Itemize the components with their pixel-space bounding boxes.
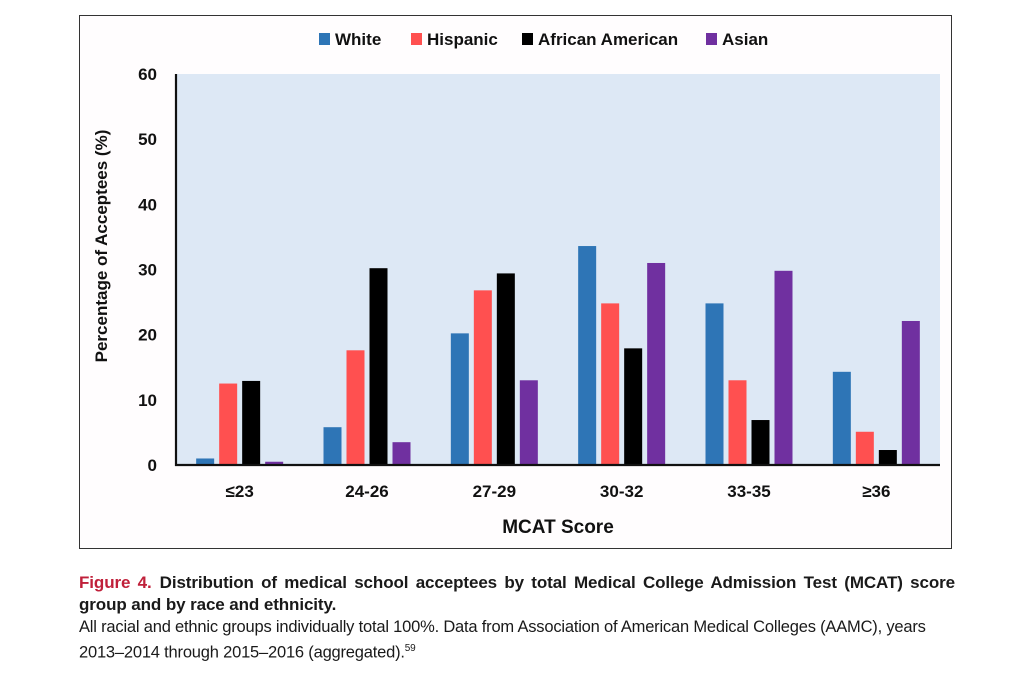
bar-hispanic: [473, 290, 492, 465]
bar-asian: [647, 262, 666, 465]
bar-white: [578, 246, 597, 465]
legend-swatch: [522, 33, 533, 45]
bars: [196, 246, 920, 465]
x-tick-label: ≤23: [226, 482, 254, 501]
bar-hispanic: [601, 303, 620, 465]
legend-label: Hispanic: [427, 30, 498, 49]
bar-hispanic: [346, 350, 365, 465]
y-axis-ticks: 0 10 20 30 40 50 60: [138, 65, 157, 475]
x-tick-label: 33-35: [727, 482, 770, 501]
x-tick-label: 27-29: [473, 482, 516, 501]
caption-title-block: Figure 4. Distribution of medical school …: [79, 572, 955, 616]
y-tick-label: 60: [138, 65, 157, 84]
x-tick-label: 30-32: [600, 482, 643, 501]
bar-african-american: [242, 380, 261, 465]
caption-reference: 59: [404, 643, 416, 654]
y-tick-label: 50: [138, 130, 157, 149]
legend-item: African American: [522, 30, 678, 49]
bar-african-american: [496, 273, 515, 465]
caption-body-block: All racial and ethnic groups individuall…: [79, 616, 955, 664]
legend-label: White: [335, 30, 381, 49]
caption-body: All racial and ethnic groups individuall…: [79, 618, 926, 662]
y-tick-label: 0: [148, 456, 157, 475]
bar-white: [705, 303, 724, 465]
legend-item: Hispanic: [411, 30, 498, 49]
bar-asian: [519, 380, 538, 465]
x-tick-label: 24-26: [345, 482, 388, 501]
bar-hispanic: [855, 431, 874, 465]
y-tick-label: 30: [138, 261, 157, 280]
bar-white: [832, 371, 851, 465]
x-axis-label: MCAT Score: [502, 517, 614, 538]
bar-african-american: [624, 348, 643, 465]
bar-asian: [265, 461, 284, 465]
bar-hispanic: [728, 380, 747, 465]
y-tick-label: 20: [138, 326, 157, 345]
legend-swatch: [411, 33, 422, 45]
bar-white: [450, 333, 469, 465]
y-tick-label: 10: [138, 391, 157, 410]
legend-swatch: [706, 33, 717, 45]
legend-label: Asian: [722, 30, 768, 49]
legend-item: White: [319, 30, 381, 49]
caption-title: Distribution of medical school acceptees…: [79, 573, 955, 614]
bar-african-american: [751, 420, 770, 465]
bar-african-american: [878, 450, 897, 465]
y-axis-label: Percentage of Acceptees (%): [92, 130, 111, 363]
bar-african-american: [369, 268, 388, 465]
bar-chart: White Hispanic African American Asian 0 10 20…: [92, 30, 940, 538]
x-axis-ticks: ≤23 24-26 27-29 30-32 33-35 ≥36: [226, 482, 891, 501]
legend-label: African American: [538, 30, 678, 49]
bar-white: [323, 427, 342, 465]
x-tick-label: ≥36: [862, 482, 890, 501]
bar-white: [196, 458, 215, 465]
bar-hispanic: [219, 383, 238, 465]
plot-area: [176, 74, 940, 465]
figure-caption: Figure 4. Distribution of medical school …: [79, 572, 955, 664]
y-tick-label: 40: [138, 195, 157, 214]
bar-asian: [774, 270, 793, 465]
figure-label: Figure 4.: [79, 573, 152, 592]
legend-item: Asian: [706, 30, 768, 49]
bar-asian: [901, 320, 920, 465]
legend: White Hispanic African American Asian: [319, 30, 768, 49]
legend-swatch: [319, 33, 330, 45]
bar-asian: [392, 442, 411, 465]
